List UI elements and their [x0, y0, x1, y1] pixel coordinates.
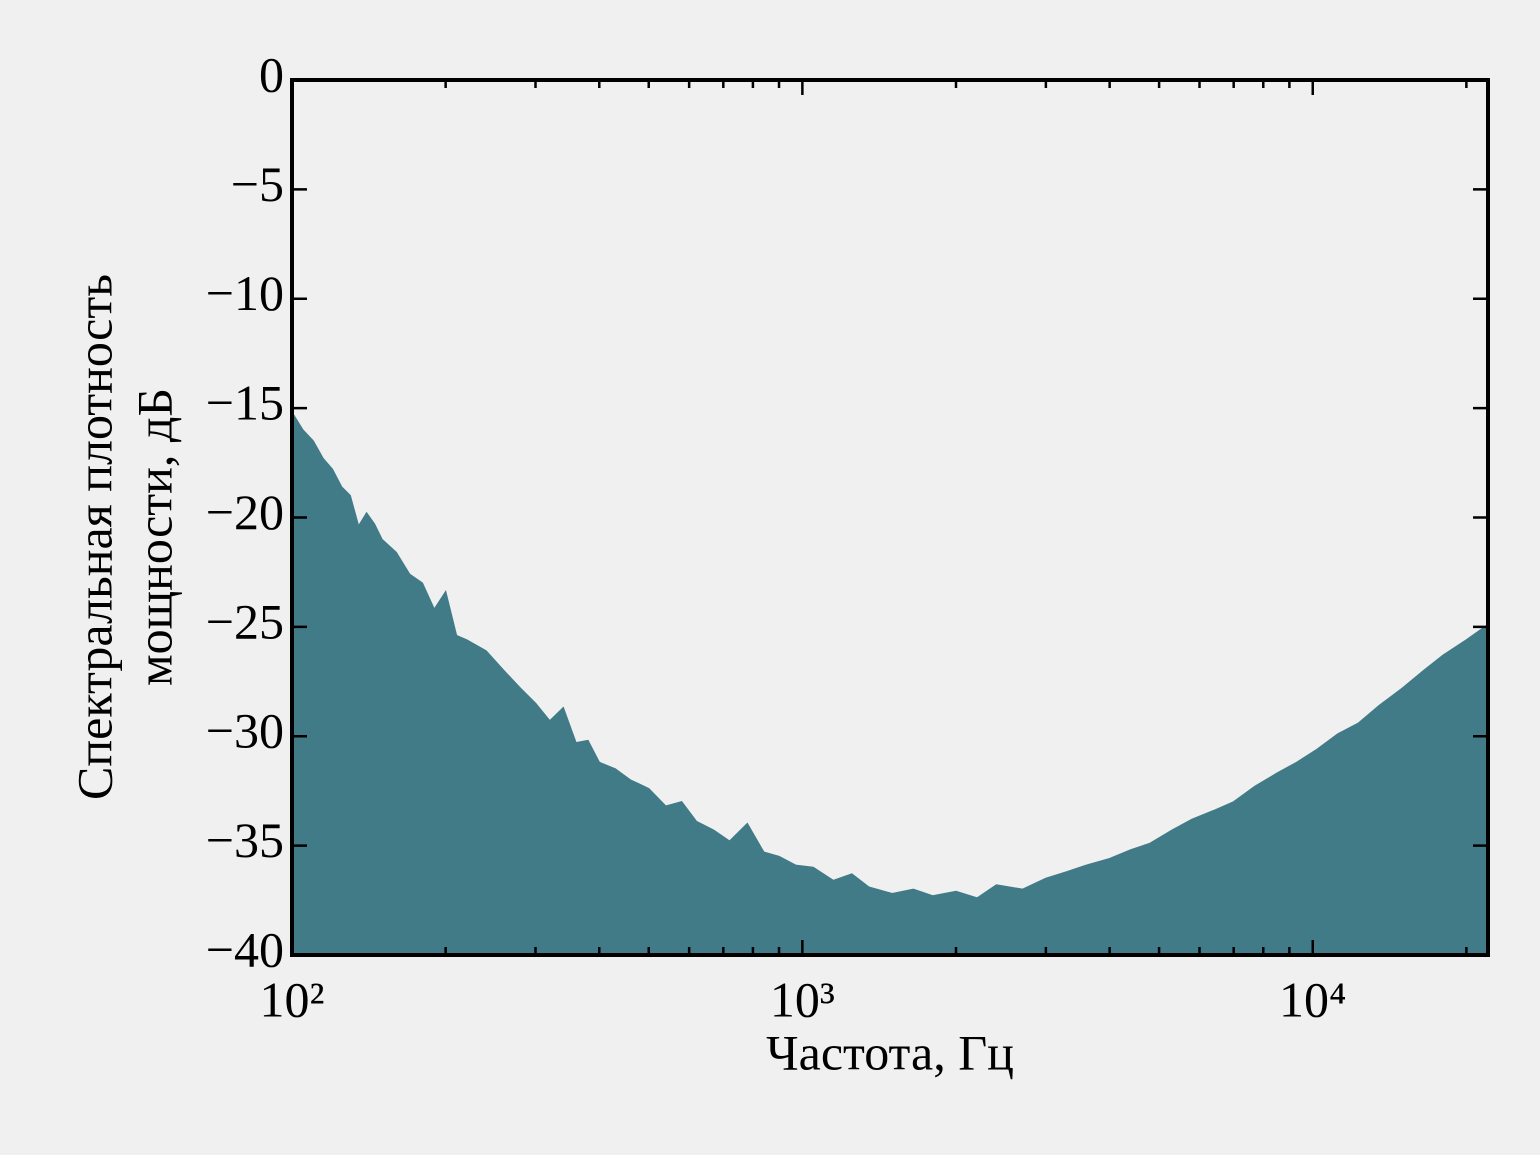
y-tick-label: −35 [206, 812, 284, 868]
x-axis-label: Частота, Гц [766, 1024, 1014, 1080]
y-tick-label: −5 [231, 156, 284, 212]
y-tick-label: −20 [206, 484, 284, 540]
y-axis-label-line: Спектральная плотность [66, 274, 122, 800]
y-tick-label: −40 [206, 921, 284, 977]
y-tick-label: −15 [206, 375, 284, 431]
y-tick-label: 0 [259, 46, 284, 102]
y-tick-label: −10 [206, 265, 284, 321]
y-tick-label: −30 [206, 703, 284, 759]
x-tick-label: 10⁴ [1279, 971, 1346, 1027]
x-tick-label: 10³ [770, 971, 835, 1027]
y-axis-label: Спектральная плотность мощности, дБ [66, 274, 182, 800]
x-tick-label: 10² [260, 971, 325, 1027]
y-axis-label-line: мощности, дБ [126, 388, 182, 686]
y-tick-label: −25 [206, 593, 284, 649]
area [291, 409, 1489, 956]
